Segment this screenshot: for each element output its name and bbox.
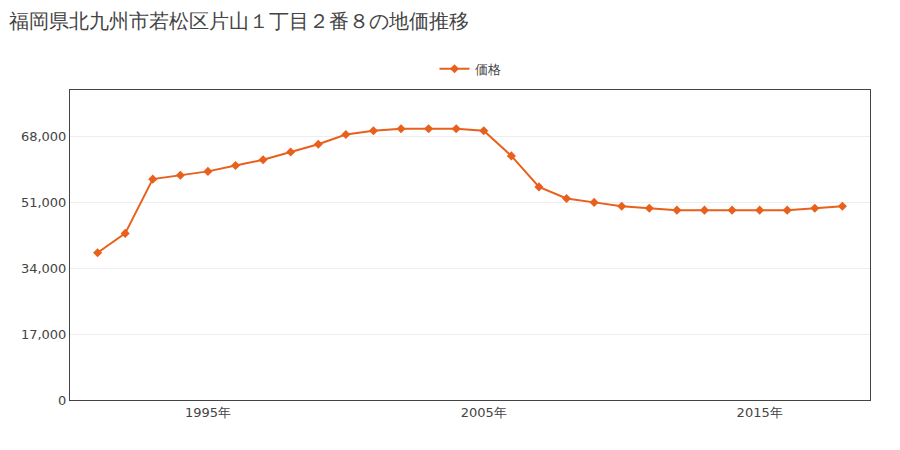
svg-text:福岡県北九州市若松区片山１丁目２番８の地価推移: 福岡県北九州市若松区片山１丁目２番８の地価推移 [9, 9, 469, 33]
svg-text:51,000: 51,000 [21, 195, 67, 210]
svg-text:価格: 価格 [475, 62, 501, 77]
svg-text:68,000: 68,000 [21, 129, 67, 144]
svg-text:2015年: 2015年 [737, 405, 783, 420]
svg-text:2005年: 2005年 [461, 405, 507, 420]
svg-text:0: 0 [58, 393, 66, 408]
svg-text:1995年: 1995年 [185, 405, 231, 420]
svg-text:17,000: 17,000 [21, 327, 67, 342]
svg-text:34,000: 34,000 [21, 261, 67, 276]
